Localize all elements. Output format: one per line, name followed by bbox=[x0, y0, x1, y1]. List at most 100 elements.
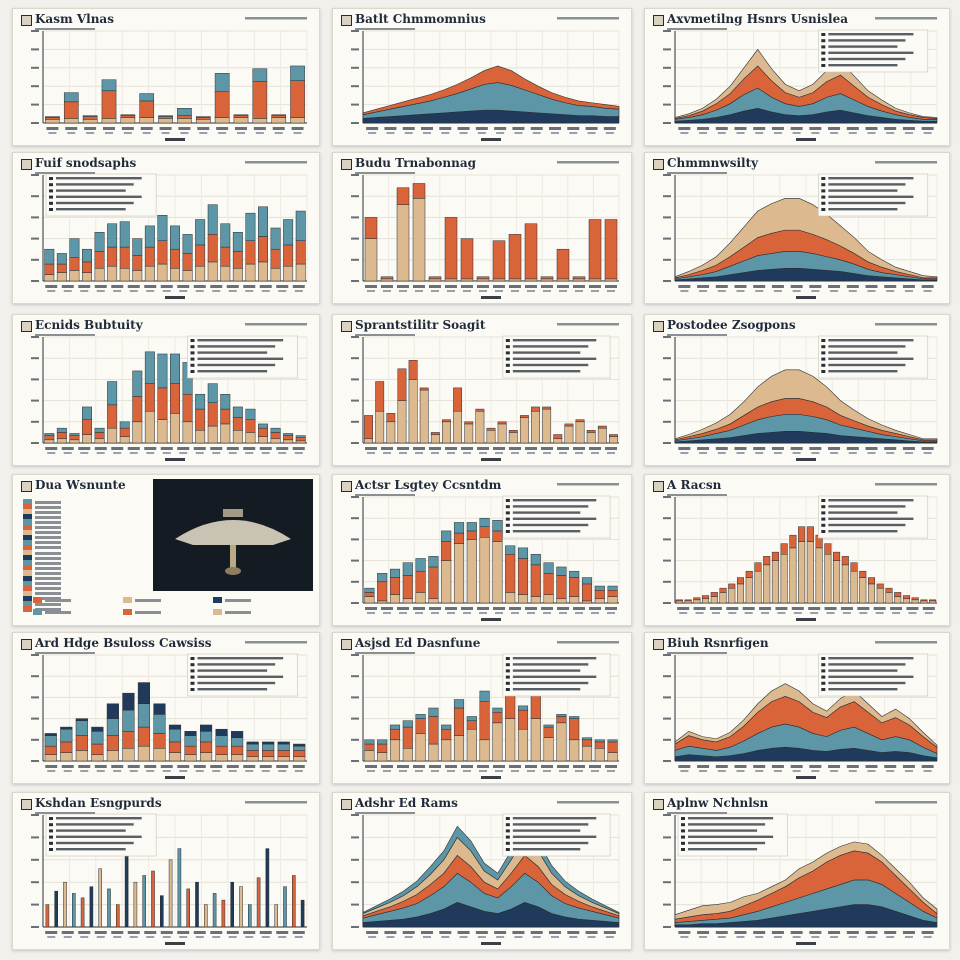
bar bbox=[45, 116, 60, 118]
bar bbox=[581, 583, 593, 602]
bar bbox=[386, 413, 396, 423]
bar bbox=[283, 219, 294, 246]
x-tick-label bbox=[193, 931, 206, 934]
bar bbox=[82, 115, 98, 117]
x-tick-sublabel bbox=[199, 132, 208, 134]
bar bbox=[684, 599, 692, 602]
x-tick-label bbox=[366, 127, 379, 130]
x-tick-label bbox=[753, 765, 766, 768]
bar bbox=[594, 739, 605, 743]
legend-item bbox=[23, 499, 61, 505]
bar bbox=[195, 393, 206, 410]
x-tick-label bbox=[397, 285, 409, 288]
panel-icon bbox=[653, 15, 664, 26]
bar bbox=[290, 117, 305, 124]
x-tick-sublabel bbox=[255, 132, 264, 134]
x-tick-label bbox=[824, 607, 837, 610]
y-tick-label bbox=[31, 174, 39, 176]
x-tick-sublabel bbox=[511, 612, 519, 614]
x-tick-label bbox=[276, 931, 289, 934]
x-tick-label bbox=[193, 285, 206, 288]
bar bbox=[428, 598, 439, 604]
legend-marker bbox=[190, 675, 195, 679]
bar bbox=[911, 597, 919, 601]
bar bbox=[815, 547, 823, 604]
legend-item bbox=[123, 609, 161, 615]
bar bbox=[556, 566, 567, 576]
x-tick-sublabel bbox=[792, 936, 801, 938]
bar bbox=[441, 724, 452, 730]
legend-marker bbox=[505, 511, 510, 515]
x-tick-label bbox=[715, 447, 728, 450]
legend-swatch bbox=[23, 555, 32, 562]
x-tick-sublabel bbox=[607, 612, 615, 614]
bar bbox=[232, 251, 243, 269]
legend-text bbox=[688, 835, 774, 838]
legend-text bbox=[828, 177, 914, 180]
bar bbox=[107, 265, 118, 282]
x-tick-label bbox=[808, 607, 821, 610]
y-tick-label bbox=[351, 926, 359, 928]
x-tick-sublabel bbox=[551, 132, 559, 134]
panel-icon bbox=[653, 639, 664, 650]
x-tick-label bbox=[921, 285, 934, 288]
bar bbox=[581, 600, 593, 604]
x-tick-sublabel bbox=[129, 770, 138, 772]
x-tick-label bbox=[421, 127, 433, 130]
x-tick-sublabel bbox=[479, 452, 487, 454]
x-tick-label bbox=[144, 285, 157, 288]
chart-panel: Aplnw Nchnlsn bbox=[644, 792, 950, 950]
bar bbox=[419, 389, 429, 444]
legend-marker bbox=[821, 517, 826, 521]
bar bbox=[45, 119, 60, 124]
x-axis-title bbox=[481, 618, 501, 621]
x-tick-sublabel bbox=[728, 612, 737, 614]
legend-marker bbox=[821, 669, 826, 673]
bar bbox=[158, 118, 173, 124]
bar bbox=[597, 427, 607, 444]
legend-item bbox=[33, 609, 71, 615]
x-tick-sublabel bbox=[514, 132, 523, 134]
legend-item bbox=[33, 597, 71, 603]
x-tick-sublabel bbox=[923, 132, 932, 134]
x-tick-sublabel bbox=[680, 290, 689, 292]
x-tick-label bbox=[177, 765, 190, 768]
bar bbox=[277, 756, 290, 762]
bar bbox=[195, 219, 206, 246]
x-tick-label bbox=[477, 447, 489, 450]
panel-meta bbox=[557, 801, 619, 804]
bar bbox=[212, 893, 217, 928]
legend-marker bbox=[49, 823, 53, 827]
y-tick-label bbox=[31, 814, 39, 816]
panel-title: Sprantstilitr Soagit bbox=[355, 318, 486, 332]
bar bbox=[542, 408, 552, 444]
bar bbox=[283, 439, 294, 444]
legend-marker bbox=[505, 363, 510, 367]
bar bbox=[867, 583, 876, 604]
y-tick-label bbox=[663, 903, 671, 906]
x-tick-sublabel bbox=[179, 452, 188, 454]
bar bbox=[116, 904, 120, 928]
chart-svg bbox=[663, 483, 938, 621]
legend-text bbox=[56, 829, 126, 832]
x-tick-label bbox=[541, 447, 553, 450]
legend-marker bbox=[821, 201, 826, 205]
bar bbox=[122, 748, 135, 762]
x-tick-label bbox=[445, 447, 457, 450]
bar bbox=[290, 80, 305, 118]
x-tick-sublabel bbox=[123, 132, 132, 134]
bar bbox=[572, 276, 586, 280]
bar bbox=[492, 541, 503, 604]
bar bbox=[283, 886, 287, 928]
legend-item bbox=[23, 601, 61, 607]
y-tick-label bbox=[31, 195, 39, 198]
x-tick-label bbox=[771, 931, 784, 934]
legend-text bbox=[828, 345, 906, 348]
bar bbox=[607, 752, 618, 762]
bar bbox=[245, 432, 256, 444]
legend-swatch bbox=[23, 575, 32, 582]
legend-text bbox=[512, 675, 597, 678]
x-tick-sublabel bbox=[543, 290, 551, 292]
bar bbox=[262, 756, 275, 762]
panel-subtitle bbox=[355, 28, 415, 30]
